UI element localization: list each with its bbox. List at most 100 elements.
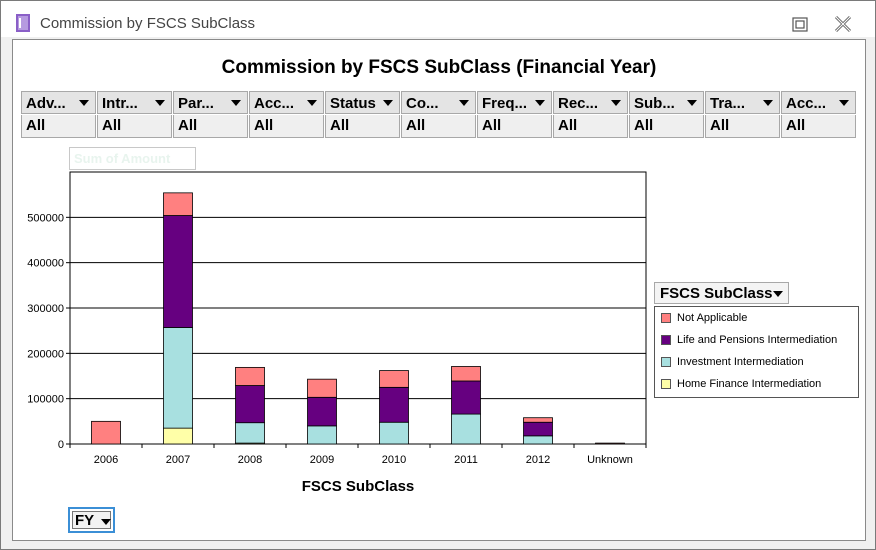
legend-field-button[interactable]: FSCS SubClass [654, 282, 789, 304]
filter-value[interactable]: All [173, 115, 248, 138]
row-field-button[interactable]: FY [68, 507, 115, 533]
chevron-down-icon [687, 100, 697, 106]
filter-field-label: Freq... [482, 95, 528, 112]
legend-item: Life and Pensions Intermediation [661, 334, 837, 349]
stacked-bar-chart: 0 100000 200000 300000 400000 500000 2006 2007 2… [27, 171, 647, 495]
filter-value[interactable]: All [629, 115, 704, 138]
bar-segment [379, 386, 409, 423]
filter-value[interactable]: All [325, 115, 400, 138]
chevron-down-icon [383, 100, 393, 106]
chevron-down-icon [773, 291, 783, 297]
filter-field-label: Rec... [558, 95, 599, 112]
filter-field-button[interactable]: Acc... [249, 91, 324, 114]
x-tick-label: 2012 [526, 454, 550, 466]
x-axis-title: FSCS SubClass [302, 478, 415, 495]
filter-field-button[interactable]: Status [325, 91, 400, 114]
legend-label: Not Applicable [677, 312, 748, 324]
filter-field-label: Sub... [634, 95, 675, 112]
bar-segment [307, 396, 337, 427]
bar-segment [235, 385, 265, 424]
x-tick-label: 2010 [382, 454, 406, 466]
filter-field-label: Par... [178, 95, 214, 112]
filter-value[interactable]: All [553, 115, 628, 138]
chevron-down-icon [535, 100, 545, 106]
filter-value[interactable]: All [97, 115, 172, 138]
data-field-button[interactable]: Sum of Amount [69, 147, 196, 170]
filter-value[interactable]: All [477, 115, 552, 138]
filter-field-row: Adv... All Intr... All Par... All Acc... All Sta… [21, 91, 857, 140]
filter-field-button[interactable]: Rec... [553, 91, 628, 114]
legend-item: Investment Intermediation [661, 356, 804, 371]
bar-segment [163, 192, 193, 216]
bar-segment [163, 215, 193, 328]
filter-field: Tra... All [705, 91, 781, 139]
y-tick-label: 200000 [27, 348, 64, 360]
legend-label: Life and Pensions Intermediation [677, 334, 838, 346]
x-tick-label: 2007 [166, 454, 190, 466]
pivot-chart-area: Commission by FSCS SubClass (Financial Y… [12, 39, 866, 541]
filter-field: Acc... All [781, 91, 857, 139]
bar-segment [163, 327, 193, 429]
bar-segment [307, 425, 337, 445]
filter-field-label: Co... [406, 95, 439, 112]
bar-segment [523, 435, 553, 445]
y-tick-label: 100000 [27, 394, 64, 406]
legend-label: Home Finance Intermediation [677, 378, 822, 390]
bar-segment [379, 370, 409, 388]
legend-swatch [661, 313, 671, 324]
legend-swatch [661, 357, 671, 368]
filter-value[interactable]: All [781, 115, 856, 138]
x-tick-label: Unknown [587, 454, 633, 466]
filter-field: Rec... All [553, 91, 629, 139]
chevron-down-icon [155, 100, 165, 106]
x-tick-label: 2011 [454, 454, 478, 466]
chevron-down-icon [307, 100, 317, 106]
filter-field-label: Adv... [26, 95, 66, 112]
filter-field: Co... All [401, 91, 477, 139]
filter-field-button[interactable]: Tra... [705, 91, 780, 114]
filter-field-button[interactable]: Adv... [21, 91, 96, 114]
chevron-down-icon [763, 100, 773, 106]
filter-field-label: Acc... [786, 95, 827, 112]
filter-field-label: Status [330, 95, 376, 112]
filter-value[interactable]: All [249, 115, 324, 138]
bar-segment [451, 413, 481, 445]
row-field-label: FY [75, 512, 95, 529]
filter-field: Sub... All [629, 91, 705, 139]
restore-button[interactable] [787, 12, 813, 36]
filter-value[interactable]: All [705, 115, 780, 138]
close-button[interactable] [829, 12, 857, 36]
filter-field-label: Acc... [254, 95, 295, 112]
filter-value[interactable]: All [401, 115, 476, 138]
filter-field-button[interactable]: Sub... [629, 91, 704, 114]
filter-field: Acc... All [249, 91, 325, 139]
bar-segment [235, 366, 265, 386]
chart-legend: Not Applicable Life and Pensions Intermed… [654, 306, 859, 398]
chevron-down-icon [459, 100, 469, 106]
filter-field: Adv... All [21, 91, 97, 139]
window-title: Commission by FSCS SubClass [40, 15, 256, 32]
filter-field-button[interactable]: Par... [173, 91, 248, 114]
bar-segment [91, 420, 121, 445]
chevron-down-icon [79, 100, 89, 106]
filter-field: Par... All [173, 91, 249, 139]
filter-value[interactable]: All [21, 115, 96, 138]
filter-field: Intr... All [97, 91, 173, 139]
filter-field-button[interactable]: Freq... [477, 91, 552, 114]
filter-field-button[interactable]: Intr... [97, 91, 172, 114]
bar-segment [451, 366, 481, 382]
y-tick-label: 300000 [27, 303, 64, 315]
y-tick-label: 0 [58, 439, 64, 451]
filter-field: Status All [325, 91, 401, 139]
report-app-icon [16, 14, 30, 32]
bar-segment [451, 380, 481, 415]
bar-segment [523, 421, 553, 437]
filter-field-label: Intr... [102, 95, 138, 112]
legend-label: Investment Intermediation [677, 356, 804, 368]
filter-field-button[interactable]: Co... [401, 91, 476, 114]
bar-segment [235, 422, 265, 444]
filter-field-button[interactable]: Acc... [781, 91, 856, 114]
chevron-down-icon [839, 100, 849, 106]
filter-field: Freq... All [477, 91, 553, 139]
